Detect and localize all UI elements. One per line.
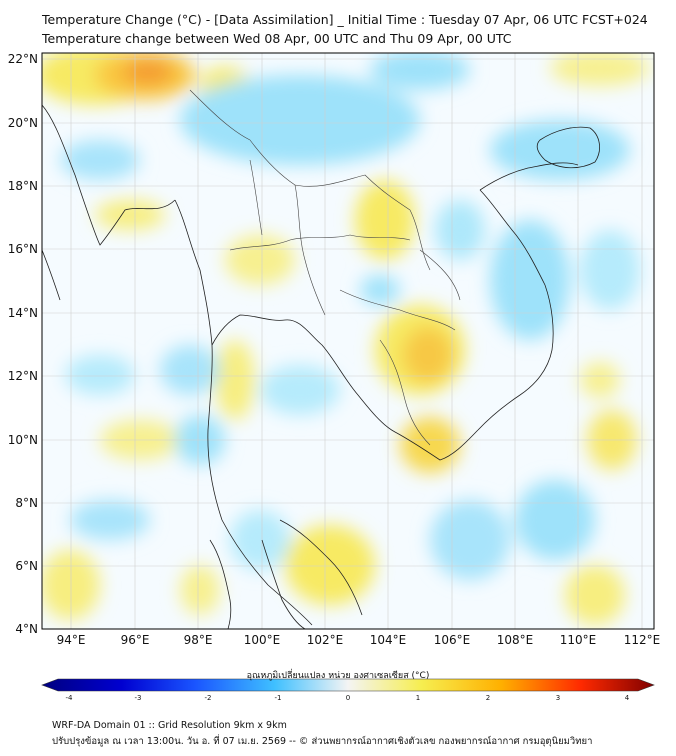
lat-label-22n: 22°N <box>7 52 38 66</box>
admin-borders <box>189 89 461 446</box>
lat-label-8n: 8°N <box>15 496 38 510</box>
lat-label-16n: 16°N <box>7 242 38 256</box>
lat-label-20n: 20°N <box>7 116 38 130</box>
map-title-line2: Temperature change between Wed 08 Apr, 0… <box>42 31 512 46</box>
lon-label-110e: 110°E <box>559 633 597 647</box>
colorbar <box>41 678 655 692</box>
lon-label-108e: 108°E <box>496 633 534 647</box>
lat-label-6n: 6°N <box>15 559 38 573</box>
lat-label-14n: 14°N <box>7 306 38 320</box>
lon-label-106e: 106°E <box>433 633 471 647</box>
coastlines <box>42 104 600 629</box>
lat-label-4n: 4°N <box>15 622 38 636</box>
colorbar-title: อุณหภูมิเปลี่ยนแปลง หน่วย องศาเซลเซียส (… <box>246 671 430 681</box>
graticule <box>42 53 654 629</box>
colorbar-tick: 2 <box>485 694 491 702</box>
colorbar-tick: 4 <box>624 694 630 702</box>
colorbar-tick: -3 <box>134 694 142 702</box>
map-frame <box>41 52 655 630</box>
map-title-line1: Temperature Change (°C) - [Data Assimila… <box>42 12 648 27</box>
lon-label-94e: 94°E <box>56 633 86 647</box>
temperature-field <box>42 53 654 629</box>
lon-label-102e: 102°E <box>306 633 344 647</box>
colorbar-tick: -4 <box>65 694 73 702</box>
colorbar-tick: 1 <box>415 694 421 702</box>
colorbar-tick: 3 <box>555 694 561 702</box>
lon-label-98e: 98°E <box>183 633 213 647</box>
colorbar-tick: 0 <box>345 694 351 702</box>
lon-label-100e: 100°E <box>243 633 281 647</box>
lon-label-96e: 96°E <box>120 633 150 647</box>
footer-domain-info: WRF-DA Domain 01 :: Grid Resolution 9km … <box>52 720 287 731</box>
lat-label-18n: 18°N <box>7 179 38 193</box>
lat-label-12n: 12°N <box>7 369 38 383</box>
colorbar-tick: -1 <box>274 694 282 702</box>
lat-label-10n: 10°N <box>7 433 38 447</box>
lon-label-104e: 104°E <box>369 633 407 647</box>
temperature-blobs <box>42 53 650 625</box>
colorbar-tick: -2 <box>204 694 212 702</box>
lon-label-112e: 112°E <box>623 633 661 647</box>
footer-update-info: ปรับปรุงข้อมูล ณ เวลา 13:00น. วัน อ. ที่… <box>52 736 593 747</box>
